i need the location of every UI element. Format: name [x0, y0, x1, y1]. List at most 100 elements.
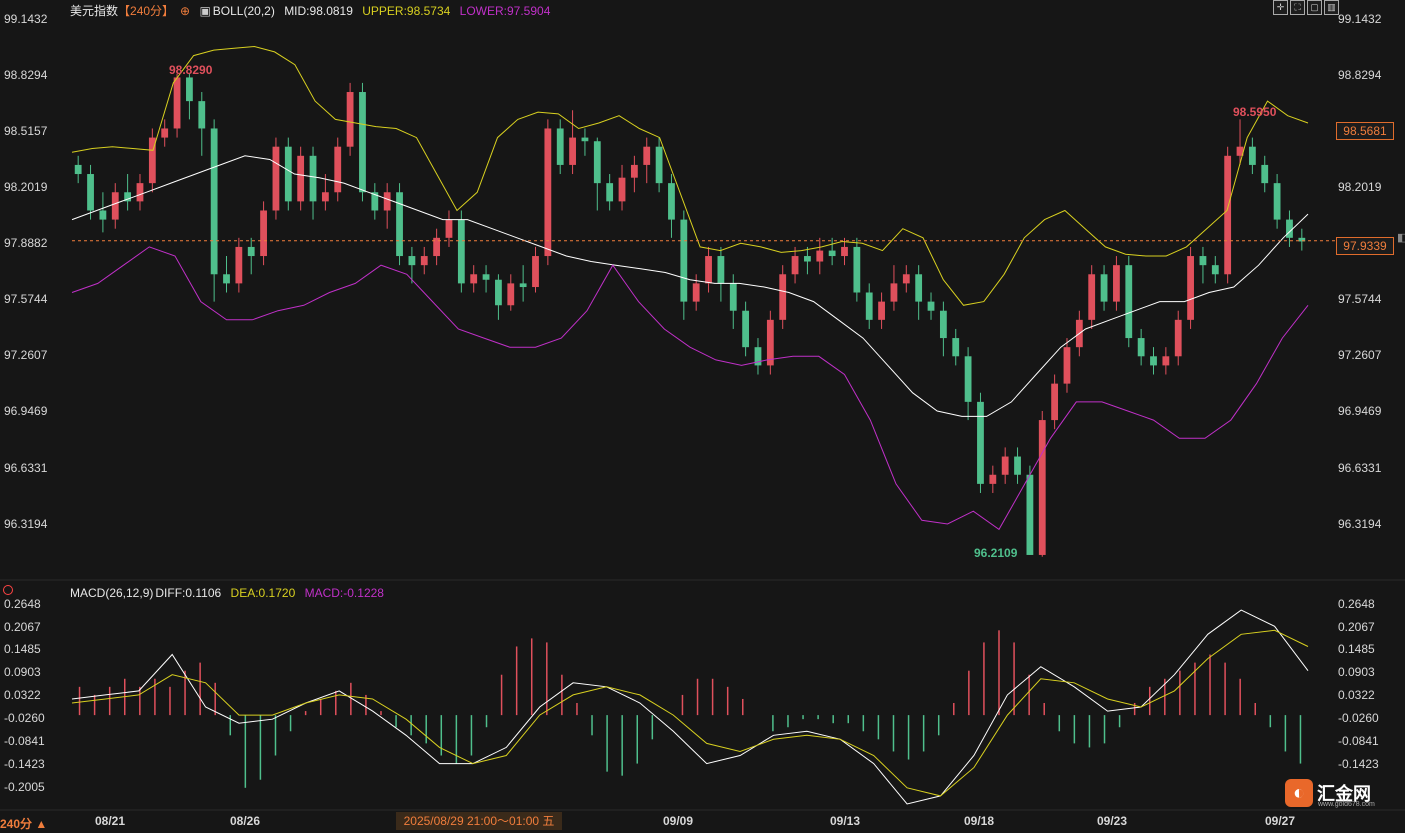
candle-body [457, 219, 465, 284]
macd-tick: -0.0260 [1338, 711, 1379, 725]
candle-body [433, 237, 441, 257]
instrument-name: 美元指数 [70, 4, 119, 18]
crosshair-icon[interactable]: ✛ [1273, 0, 1288, 15]
candle-body [334, 146, 342, 193]
macd-tick: 0.2648 [4, 597, 41, 611]
candle-body [260, 210, 267, 257]
candle-body [1187, 256, 1194, 320]
candle-body [655, 146, 663, 184]
price-tick: 99.1432 [4, 12, 48, 26]
boll-legend: 美元指数【240分】 ⊕ ▣ BOLL(20,2) MID:98.0819 UPPE… [70, 2, 556, 19]
candle-body [396, 192, 403, 257]
candle-body [865, 292, 873, 320]
candle-body [1162, 356, 1170, 366]
candle-body [210, 128, 218, 275]
boll-mid-line [71, 155, 1309, 417]
candle-body [717, 256, 725, 284]
candle-body [569, 137, 576, 165]
low-label: 96.2109 [974, 546, 1018, 560]
candle-body [902, 274, 910, 284]
fullscreen-icon[interactable]: ⛶ [1290, 0, 1305, 15]
candle-body [915, 274, 923, 302]
logo: ◐ 汇金网 [1285, 779, 1371, 807]
candle-body [198, 101, 206, 129]
candle-body [1211, 265, 1219, 275]
candle-body [186, 77, 193, 102]
candle-body [346, 92, 354, 147]
candle-body [952, 338, 960, 357]
current-price-tag: 97.9339 [1336, 237, 1394, 255]
candle-body [420, 256, 428, 266]
layout-icon[interactable]: ▥ [1324, 0, 1339, 15]
candle-body [148, 137, 156, 184]
candle-body [766, 319, 774, 366]
macd-tick: -0.0841 [4, 734, 45, 748]
date-tick: 08/21 [95, 814, 126, 828]
macd-tick: 0.1485 [4, 642, 41, 656]
high-label: 98.5950 [1233, 105, 1277, 119]
candle-body [1273, 183, 1281, 220]
window-icon[interactable]: ▢ [1307, 0, 1322, 15]
candle-body [359, 92, 366, 193]
scroll-handle-icon[interactable]: ◧ [1397, 232, 1405, 244]
candle-body [1125, 265, 1133, 339]
upper-price-tag: 98.5681 [1336, 122, 1394, 140]
candle-body [247, 246, 255, 257]
macd-tick: -0.1423 [1338, 757, 1379, 771]
candle-body [1150, 356, 1157, 366]
price-tick: 96.9469 [1338, 404, 1382, 418]
candle-body [964, 356, 972, 402]
candle-body [1063, 347, 1071, 384]
candle-body [136, 183, 144, 202]
candle-body [284, 146, 292, 202]
candle-body [593, 141, 601, 184]
candle-body [779, 274, 787, 320]
macd-diff-value: DIFF:0.1106 [155, 586, 222, 600]
candle-body [1199, 256, 1207, 266]
candle-body [841, 246, 848, 257]
macd-diff-line [71, 609, 1309, 805]
candle-body [618, 177, 626, 202]
period-button[interactable]: 240分 ▲ [0, 817, 48, 831]
date-tick: 09/18 [964, 814, 995, 828]
logo-icon: ◐ [1285, 779, 1313, 807]
candle-body [680, 219, 688, 302]
candle-body [99, 210, 107, 220]
candle-body [692, 283, 700, 302]
price-tick: 98.8294 [1338, 68, 1382, 82]
boll-mid-value: MID:98.0819 [284, 4, 353, 18]
date-tick: 09/23 [1097, 814, 1128, 828]
lock-icon[interactable]: ⊕ [180, 4, 191, 18]
candle-body [630, 164, 638, 178]
candle-body [495, 279, 502, 306]
candle-body [939, 310, 947, 339]
macd-label: MACD(26,12,9) [70, 586, 154, 600]
candle-body [1248, 146, 1256, 165]
boll-lower-value: LOWER:97.5904 [459, 4, 551, 18]
candle-body [816, 250, 824, 262]
candle-body [878, 301, 885, 320]
macd-tick: 0.2067 [4, 620, 41, 634]
macd-tick: -0.2005 [4, 780, 45, 794]
candle-body [927, 301, 935, 311]
candle-body [1298, 237, 1306, 242]
candle-body [470, 274, 478, 284]
macd-dea-value: DEA:0.1720 [230, 586, 296, 600]
macd-tick: -0.1423 [4, 757, 45, 771]
price-tick: 97.2607 [1338, 348, 1382, 362]
price-tick: 98.5157 [4, 124, 48, 138]
macd-tick: 0.2648 [1338, 597, 1375, 611]
price-tick: 96.6331 [4, 461, 48, 475]
candle-body [556, 128, 564, 165]
macd-tick: -0.0260 [4, 711, 45, 725]
candle-body [1137, 338, 1145, 357]
macd-tick: 0.0903 [1338, 665, 1375, 679]
settings-icon[interactable] [3, 585, 13, 595]
candle-body [1113, 265, 1120, 302]
candle-body [297, 155, 305, 202]
macd-value: MACD:-0.1228 [304, 586, 384, 600]
candle-body [1100, 274, 1108, 302]
candle-body [1088, 274, 1096, 320]
candle-body [668, 183, 675, 220]
